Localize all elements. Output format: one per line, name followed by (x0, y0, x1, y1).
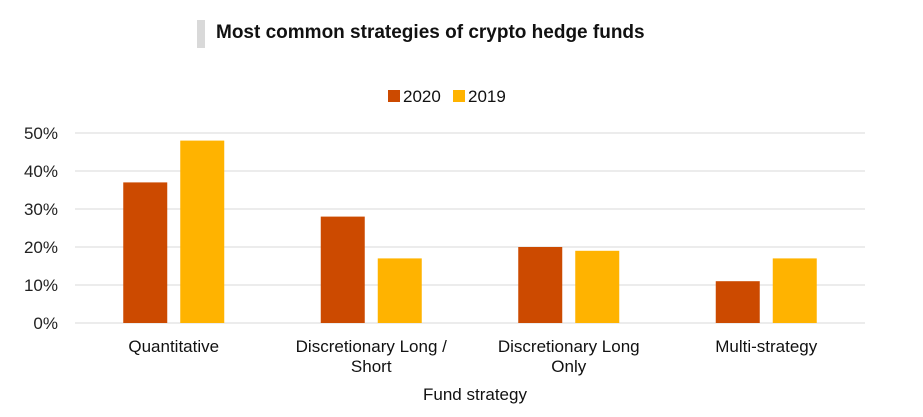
y-tick-label: 40% (24, 162, 58, 181)
legend-label-2019: 2019 (468, 87, 506, 106)
y-tick-label: 30% (24, 200, 58, 219)
bar-2019-1 (377, 258, 422, 323)
y-tick-label: 20% (24, 238, 58, 257)
y-tick-label: 10% (24, 276, 58, 295)
x-tick-label: Multi-strategy (715, 337, 818, 356)
bar-2019-3 (772, 258, 817, 323)
legend-swatch-2020 (388, 90, 400, 102)
x-tick-label: Quantitative (128, 337, 219, 356)
y-tick-label: 50% (24, 124, 58, 143)
x-tick-label: Discretionary Long Only (498, 337, 640, 376)
bar-2020-3 (715, 281, 760, 323)
chart-title: Most common strategies of crypto hedge f… (216, 22, 645, 43)
legend-swatch-2019 (453, 90, 465, 102)
x-tick-label: Discretionary Long / Short (296, 337, 447, 376)
title-accent-bar (197, 20, 205, 48)
bar-2020-0 (123, 182, 168, 323)
y-tick-label: 0% (33, 314, 58, 333)
legend-label-2020: 2020 (403, 87, 441, 106)
x-axis-title: Fund strategy (423, 385, 527, 404)
bar-2019-2 (575, 250, 620, 323)
bar-2019-0 (180, 140, 225, 323)
bar-2020-2 (518, 247, 563, 323)
bar-2020-1 (320, 216, 365, 323)
